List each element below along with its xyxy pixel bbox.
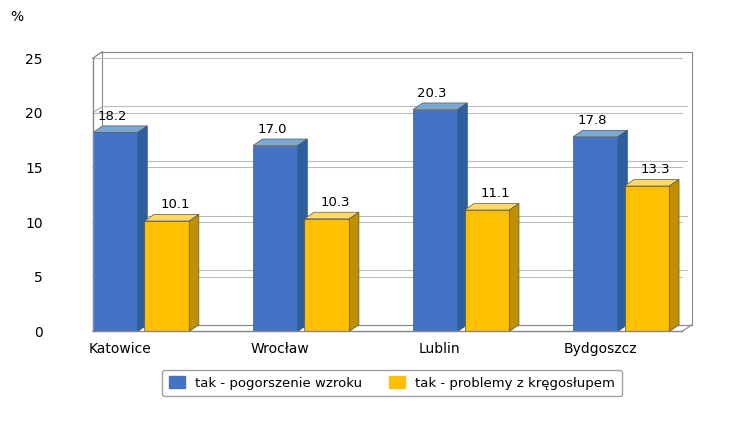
Text: 17.0: 17.0 [258, 123, 287, 136]
Polygon shape [573, 137, 618, 332]
Polygon shape [669, 180, 679, 332]
Y-axis label: %: % [11, 10, 23, 24]
Polygon shape [189, 215, 199, 332]
Polygon shape [253, 139, 307, 146]
Polygon shape [93, 133, 137, 332]
Polygon shape [509, 203, 519, 332]
Polygon shape [253, 146, 297, 332]
Polygon shape [297, 139, 307, 332]
Polygon shape [413, 109, 458, 332]
Polygon shape [144, 215, 199, 221]
Text: 11.1: 11.1 [480, 187, 510, 200]
Polygon shape [349, 212, 359, 332]
Polygon shape [304, 212, 359, 219]
Polygon shape [465, 203, 519, 210]
Polygon shape [618, 130, 628, 332]
Text: 10.3: 10.3 [320, 196, 350, 209]
Polygon shape [465, 210, 509, 332]
Polygon shape [573, 130, 628, 137]
Text: 13.3: 13.3 [640, 163, 670, 176]
Polygon shape [137, 126, 147, 332]
Polygon shape [93, 126, 147, 133]
Polygon shape [625, 186, 669, 332]
Legend: tak - pogorszenie wzroku, tak - problemy z kręgosłupem: tak - pogorszenie wzroku, tak - problemy… [162, 370, 622, 396]
Text: 17.8: 17.8 [578, 114, 607, 127]
Text: 20.3: 20.3 [418, 86, 447, 100]
Text: 18.2: 18.2 [98, 110, 127, 123]
Text: 10.1: 10.1 [160, 198, 189, 211]
Polygon shape [144, 221, 189, 332]
Polygon shape [625, 180, 679, 186]
Polygon shape [304, 219, 349, 332]
Polygon shape [458, 103, 467, 332]
Polygon shape [413, 103, 467, 109]
